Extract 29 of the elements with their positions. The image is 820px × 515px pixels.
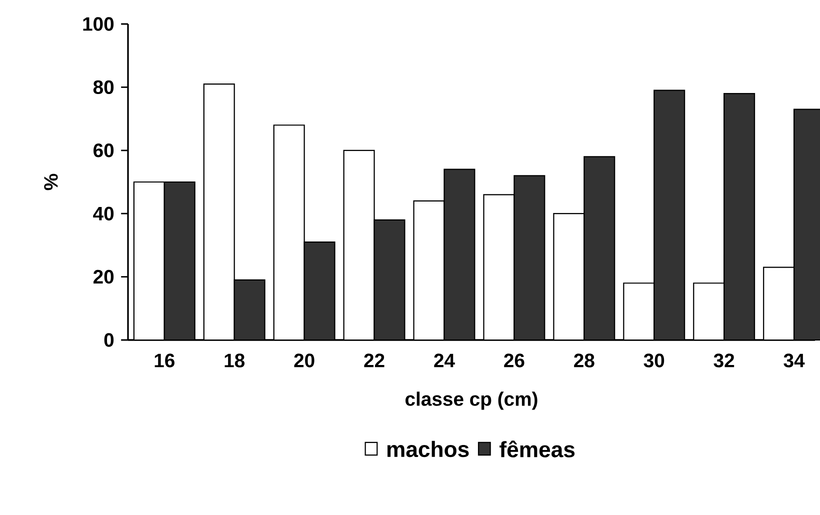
y-tick-label: 80 bbox=[93, 80, 114, 94]
bar bbox=[724, 92, 756, 341]
x-tick-label: 24 bbox=[434, 354, 455, 368]
y-tick-label: 100 bbox=[83, 17, 114, 31]
bar bbox=[584, 156, 616, 341]
bar bbox=[234, 279, 266, 341]
y-tick-label: 0 bbox=[104, 333, 114, 347]
x-tick-label: 16 bbox=[154, 354, 174, 368]
y-tick-label: 20 bbox=[93, 270, 114, 284]
y-tick-label: 40 bbox=[93, 206, 114, 220]
x-axis-title: classe cp (cm) bbox=[406, 392, 538, 410]
y-axis-title: % bbox=[44, 174, 58, 190]
bar bbox=[444, 168, 476, 341]
y-tick-label: 60 bbox=[94, 144, 114, 158]
x-tick-label: 34 bbox=[784, 354, 805, 368]
legend-label: fêmeas bbox=[500, 440, 575, 458]
bar bbox=[654, 90, 686, 341]
bar bbox=[374, 219, 406, 341]
x-tick-label: 30 bbox=[644, 354, 664, 368]
x-tick-label: 32 bbox=[714, 354, 734, 368]
x-tick-label: 22 bbox=[364, 354, 384, 368]
x-tick-label: 20 bbox=[294, 354, 314, 368]
legend-label: machos bbox=[387, 440, 469, 458]
bar bbox=[514, 175, 546, 341]
bar bbox=[304, 241, 336, 341]
x-tick-label: 18 bbox=[224, 354, 245, 368]
x-tick-label: 28 bbox=[574, 354, 594, 368]
bar bbox=[164, 181, 196, 341]
x-tick-label: 26 bbox=[504, 354, 524, 368]
